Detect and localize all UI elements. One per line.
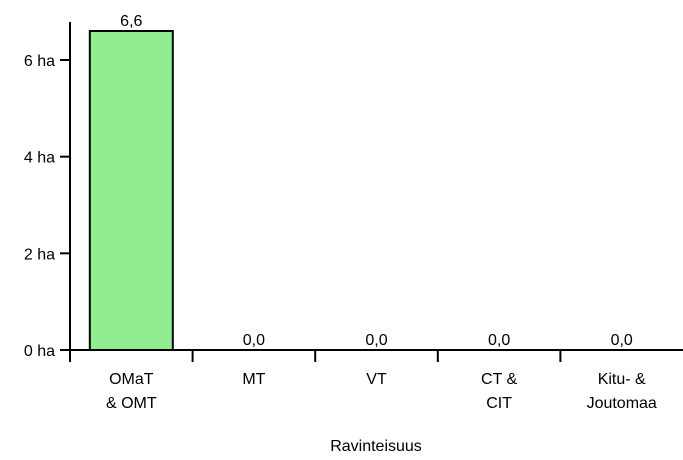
category-label: CT & [481, 371, 517, 388]
data-label: 0,0 [611, 332, 633, 349]
category-label: CIT [486, 395, 512, 412]
x-axis-title: Ravinteisuus [330, 438, 422, 455]
category-label: OMaT [109, 371, 154, 388]
y-tick-label: 0 ha [24, 343, 55, 360]
category-label: Kitu- & [598, 371, 646, 388]
bars-layer [88, 30, 174, 351]
data-label: 0,0 [488, 332, 510, 349]
category-label: MT [242, 371, 265, 388]
y-tick-label: 4 ha [24, 150, 55, 167]
y-tick-label: 6 ha [24, 53, 55, 70]
bar [88, 30, 174, 351]
axes-layer [60, 22, 683, 362]
y-tick-label: 2 ha [24, 246, 55, 263]
category-label: & OMT [106, 395, 157, 412]
category-label: Joutomaa [587, 395, 657, 412]
category-label: VT [366, 371, 387, 388]
data-label: 0,0 [365, 332, 387, 349]
data-label: 6,6 [120, 13, 142, 30]
labels-layer: 0 ha 2 ha 4 ha 6 ha 6,6 OMaT & OMT 0,0 MT 0,0 VT 0,… [24, 13, 657, 412]
data-label: 0,0 [243, 332, 265, 349]
